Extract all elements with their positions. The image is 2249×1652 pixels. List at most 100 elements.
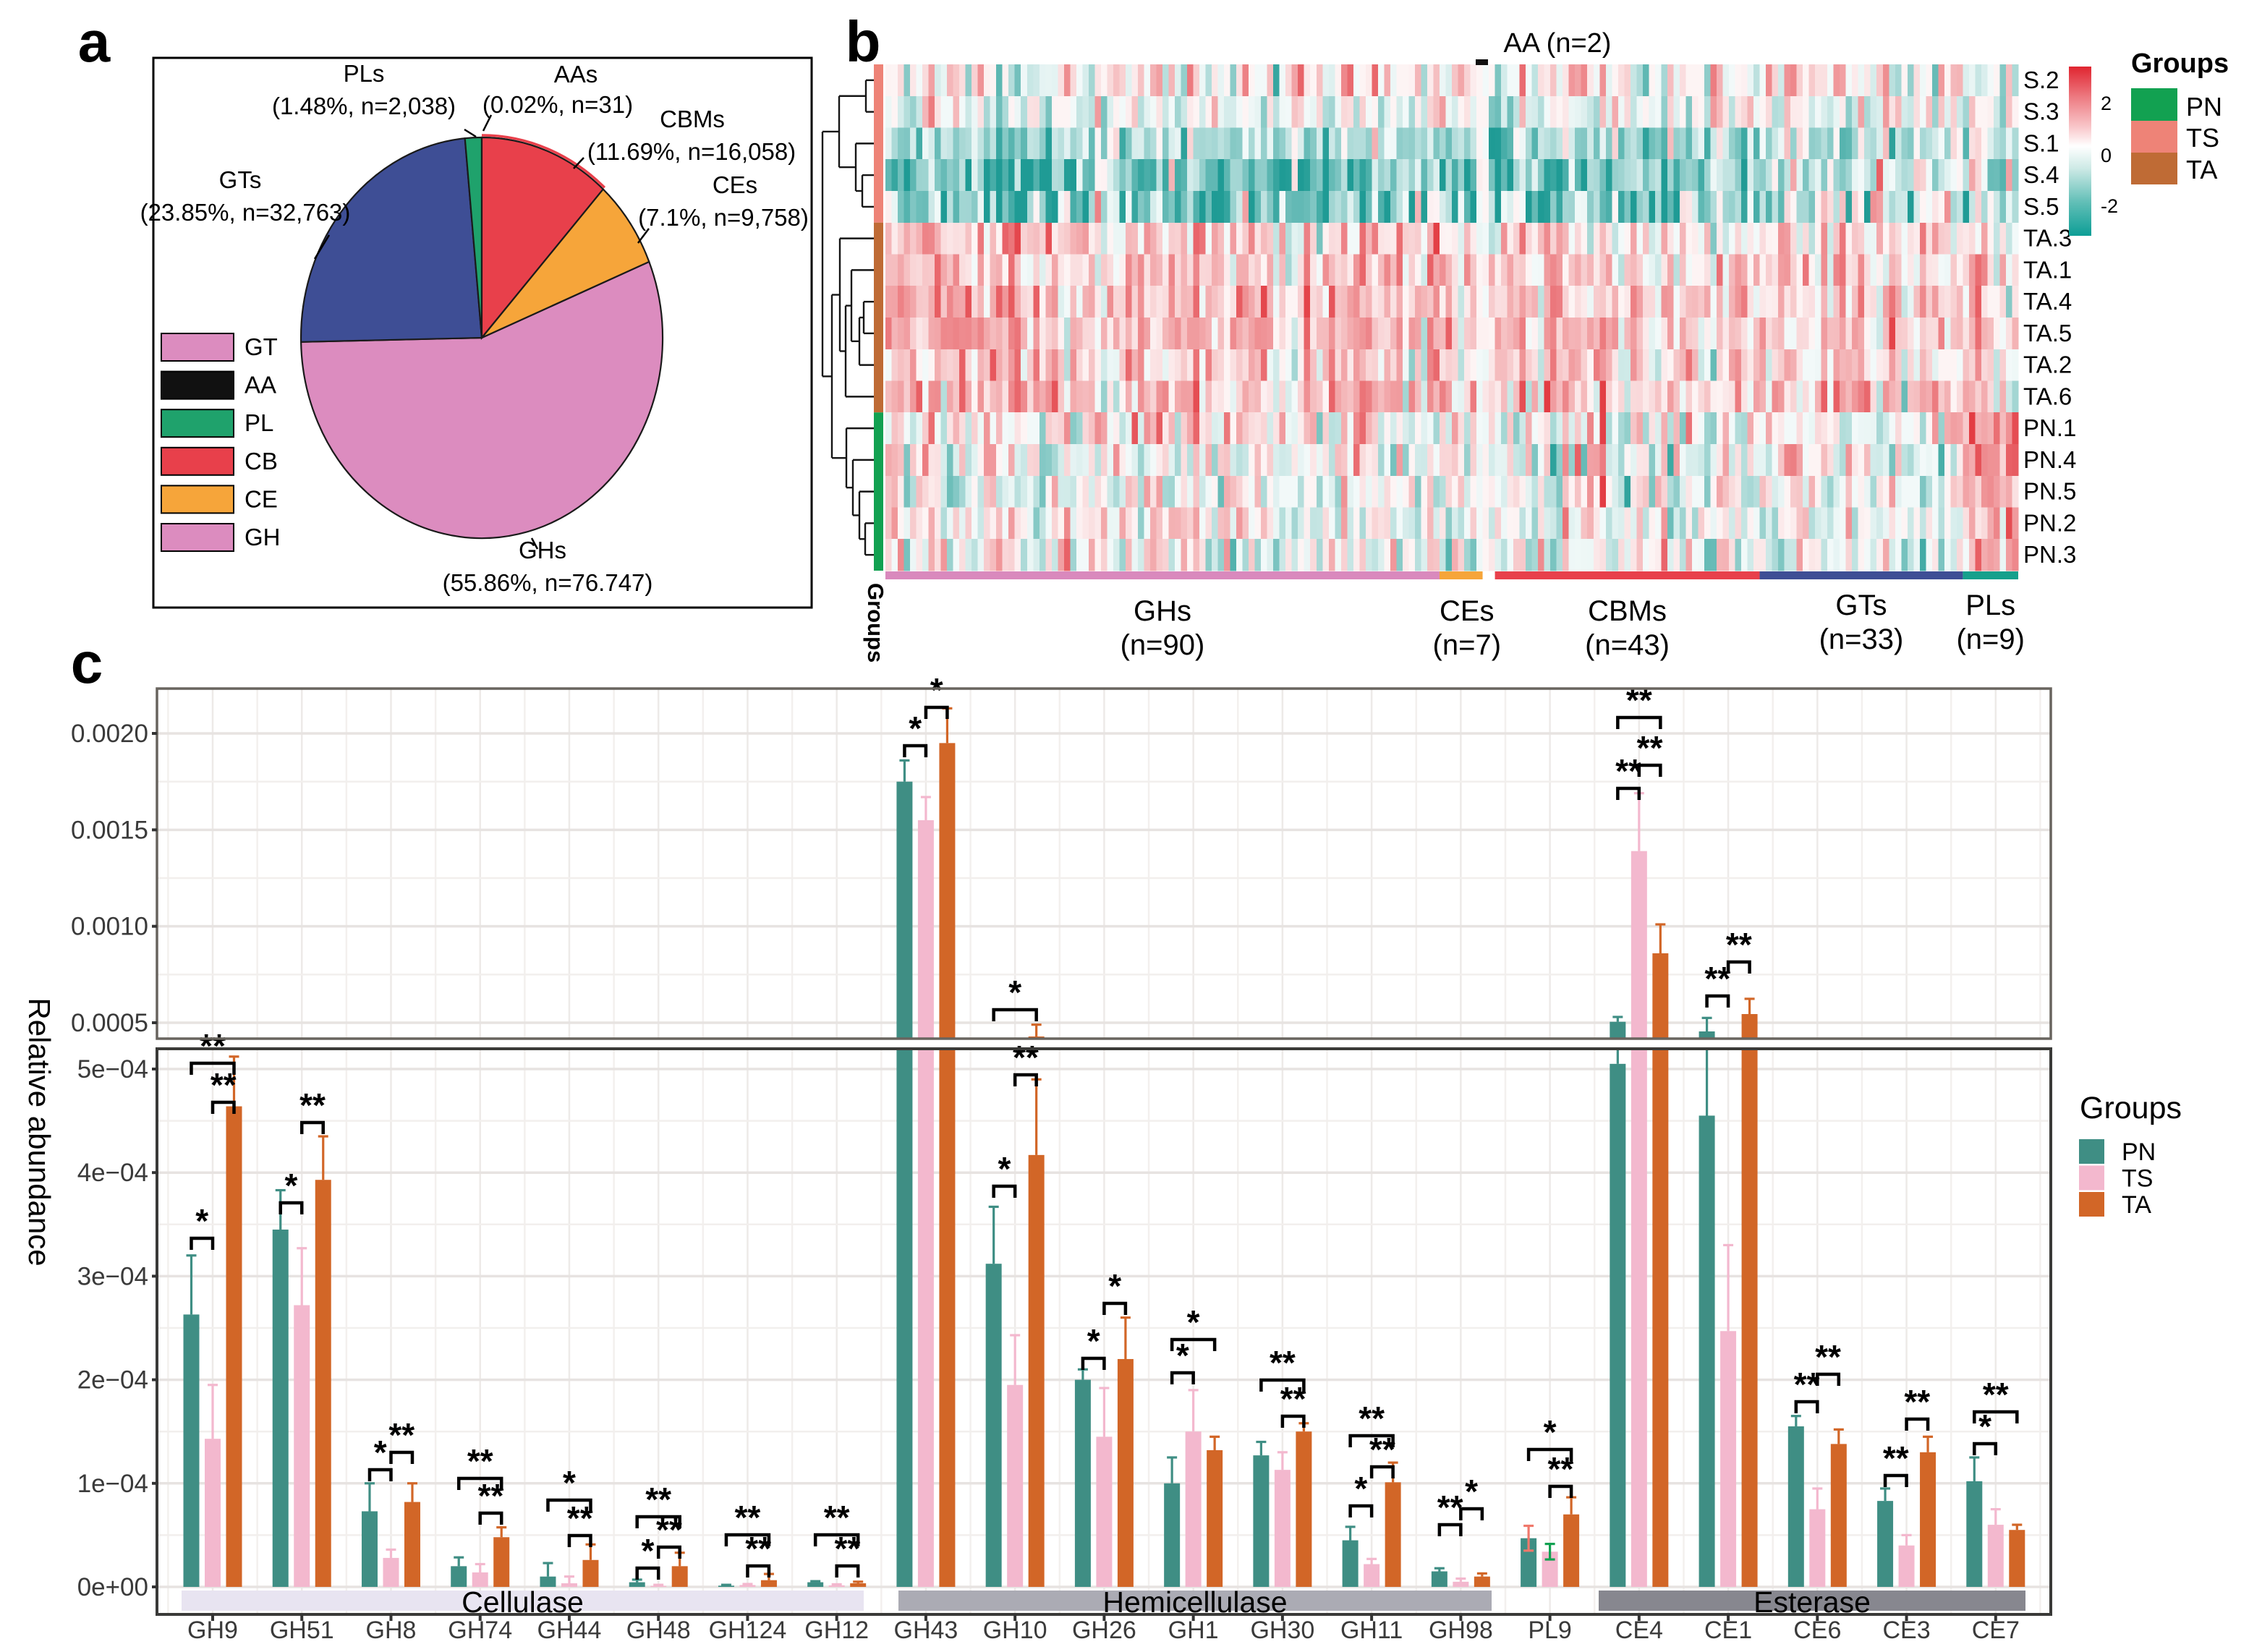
svg-text:*: *	[1108, 1267, 1121, 1305]
svg-text:**: **	[567, 1499, 593, 1537]
svg-text:**: **	[745, 1530, 771, 1567]
svg-text:GH12: GH12	[804, 1617, 869, 1644]
svg-text:S.3: S.3	[2023, 98, 2059, 125]
svg-text:0.0015: 0.0015	[71, 816, 148, 844]
svg-text:**: **	[735, 1499, 761, 1536]
svg-text:**: **	[478, 1477, 504, 1515]
svg-text:CE4: CE4	[1615, 1617, 1663, 1644]
svg-text:TA: TA	[2186, 155, 2217, 184]
svg-text:GHs: GHs	[519, 537, 566, 563]
svg-text:(11.69%, n=16,058): (11.69%, n=16,058)	[587, 138, 796, 165]
svg-text:*: *	[563, 1464, 576, 1502]
svg-text:*: *	[1187, 1303, 1200, 1341]
svg-text:TA.6: TA.6	[2023, 383, 2072, 409]
svg-text:AA (n=2): AA (n=2)	[1504, 28, 1612, 59]
svg-text:**: **	[1359, 1400, 1385, 1437]
svg-text:*: *	[909, 710, 922, 747]
svg-text:**: **	[1547, 1450, 1573, 1488]
svg-text:CE7: CE7	[1972, 1617, 2020, 1644]
svg-text:(n=9): (n=9)	[1956, 623, 2025, 655]
svg-text:*: *	[1176, 1337, 1189, 1374]
svg-text:PL9: PL9	[1528, 1617, 1572, 1644]
svg-text:GH10: GH10	[983, 1617, 1047, 1644]
svg-text:CEs: CEs	[1440, 595, 1495, 627]
svg-text:Groups: Groups	[2131, 48, 2229, 79]
svg-text:TS: TS	[2122, 1165, 2153, 1193]
svg-text:CE3: CE3	[1882, 1617, 1930, 1644]
svg-text:PN.1: PN.1	[2023, 414, 2076, 441]
svg-text:GH: GH	[245, 524, 281, 550]
svg-text:**: **	[1815, 1338, 1841, 1376]
svg-text:**: **	[1794, 1366, 1820, 1403]
svg-text:0.0010: 0.0010	[71, 913, 148, 941]
svg-text:GH9: GH9	[187, 1617, 238, 1644]
svg-text:GH44: GH44	[537, 1617, 602, 1644]
svg-text:**: **	[1615, 752, 1641, 790]
svg-text:CE1: CE1	[1704, 1617, 1752, 1644]
svg-text:Relative abundance: Relative abundance	[22, 997, 56, 1266]
svg-text:GH26: GH26	[1072, 1617, 1136, 1644]
svg-text:*: *	[1465, 1473, 1478, 1510]
svg-text:3e−04: 3e−04	[77, 1262, 148, 1290]
svg-text:**: **	[1626, 681, 1652, 719]
svg-text:(1.48%, n=2,038): (1.48%, n=2,038)	[272, 93, 456, 119]
svg-text:*: *	[285, 1167, 298, 1204]
svg-text:*: *	[641, 1532, 654, 1570]
svg-text:(n=43): (n=43)	[1585, 629, 1670, 661]
svg-text:CBMs: CBMs	[660, 106, 725, 132]
svg-text:1e−04: 1e−04	[77, 1470, 148, 1498]
svg-text:(7.1%, n=9,758): (7.1%, n=9,758)	[638, 204, 809, 231]
svg-text:GH11: GH11	[1340, 1617, 1403, 1644]
svg-text:PLs: PLs	[344, 60, 385, 87]
svg-text:**: **	[1726, 926, 1752, 963]
svg-text:**: **	[656, 1511, 682, 1549]
svg-text:CE6: CE6	[1793, 1617, 1841, 1644]
svg-text:PL: PL	[245, 409, 273, 436]
svg-text:CBMs: CBMs	[1588, 595, 1667, 627]
svg-text:GH48: GH48	[626, 1617, 691, 1644]
svg-text:GTs: GTs	[1835, 589, 1887, 621]
svg-text:GTs: GTs	[219, 166, 262, 193]
svg-text:**: **	[645, 1481, 671, 1518]
svg-text:GH51: GH51	[270, 1617, 334, 1644]
svg-text:*: *	[930, 671, 943, 709]
svg-text:**: **	[824, 1499, 850, 1536]
svg-text:Groups: Groups	[2080, 1091, 2182, 1125]
svg-text:c: c	[71, 631, 103, 695]
svg-text:**: **	[1369, 1431, 1395, 1468]
svg-text:2e−04: 2e−04	[77, 1366, 148, 1395]
svg-text:(n=7): (n=7)	[1433, 629, 1502, 661]
svg-text:TA.2: TA.2	[2023, 352, 2072, 378]
svg-text:**: **	[1270, 1344, 1296, 1381]
svg-text:PN: PN	[2186, 92, 2222, 122]
svg-text:TA: TA	[2122, 1191, 2151, 1219]
svg-text:GH74: GH74	[448, 1617, 512, 1644]
svg-text:CB: CB	[245, 448, 278, 474]
svg-text:**: **	[211, 1066, 237, 1104]
svg-text:**: **	[200, 1027, 226, 1065]
svg-text:b: b	[846, 9, 881, 74]
svg-text:S.1: S.1	[2023, 129, 2059, 156]
svg-text:*: *	[1544, 1413, 1557, 1451]
svg-text:**: **	[1883, 1439, 1909, 1477]
svg-text:PN: PN	[2122, 1138, 2156, 1166]
svg-text:*: *	[998, 1150, 1011, 1188]
svg-text:0e+00: 0e+00	[77, 1573, 148, 1601]
svg-text:0: 0	[2101, 145, 2112, 166]
svg-text:5e−04: 5e−04	[77, 1055, 148, 1083]
svg-text:4e−04: 4e−04	[77, 1159, 148, 1187]
svg-text:CEs: CEs	[713, 171, 757, 198]
svg-text:**: **	[1904, 1383, 1930, 1421]
svg-text:(n=33): (n=33)	[1819, 623, 1904, 655]
svg-text:**: **	[299, 1086, 326, 1124]
svg-text:*: *	[195, 1202, 208, 1240]
svg-text:0.0005: 0.0005	[71, 1009, 148, 1037]
svg-text:**: **	[1013, 1039, 1039, 1076]
svg-text:**: **	[1704, 960, 1730, 997]
svg-text:*: *	[374, 1434, 387, 1471]
svg-text:(n=90): (n=90)	[1121, 629, 1205, 661]
svg-text:PN.2: PN.2	[2023, 509, 2076, 536]
svg-text:TA.5: TA.5	[2023, 320, 2072, 346]
svg-text:-2: -2	[2101, 195, 2118, 217]
svg-text:2: 2	[2101, 93, 2112, 114]
